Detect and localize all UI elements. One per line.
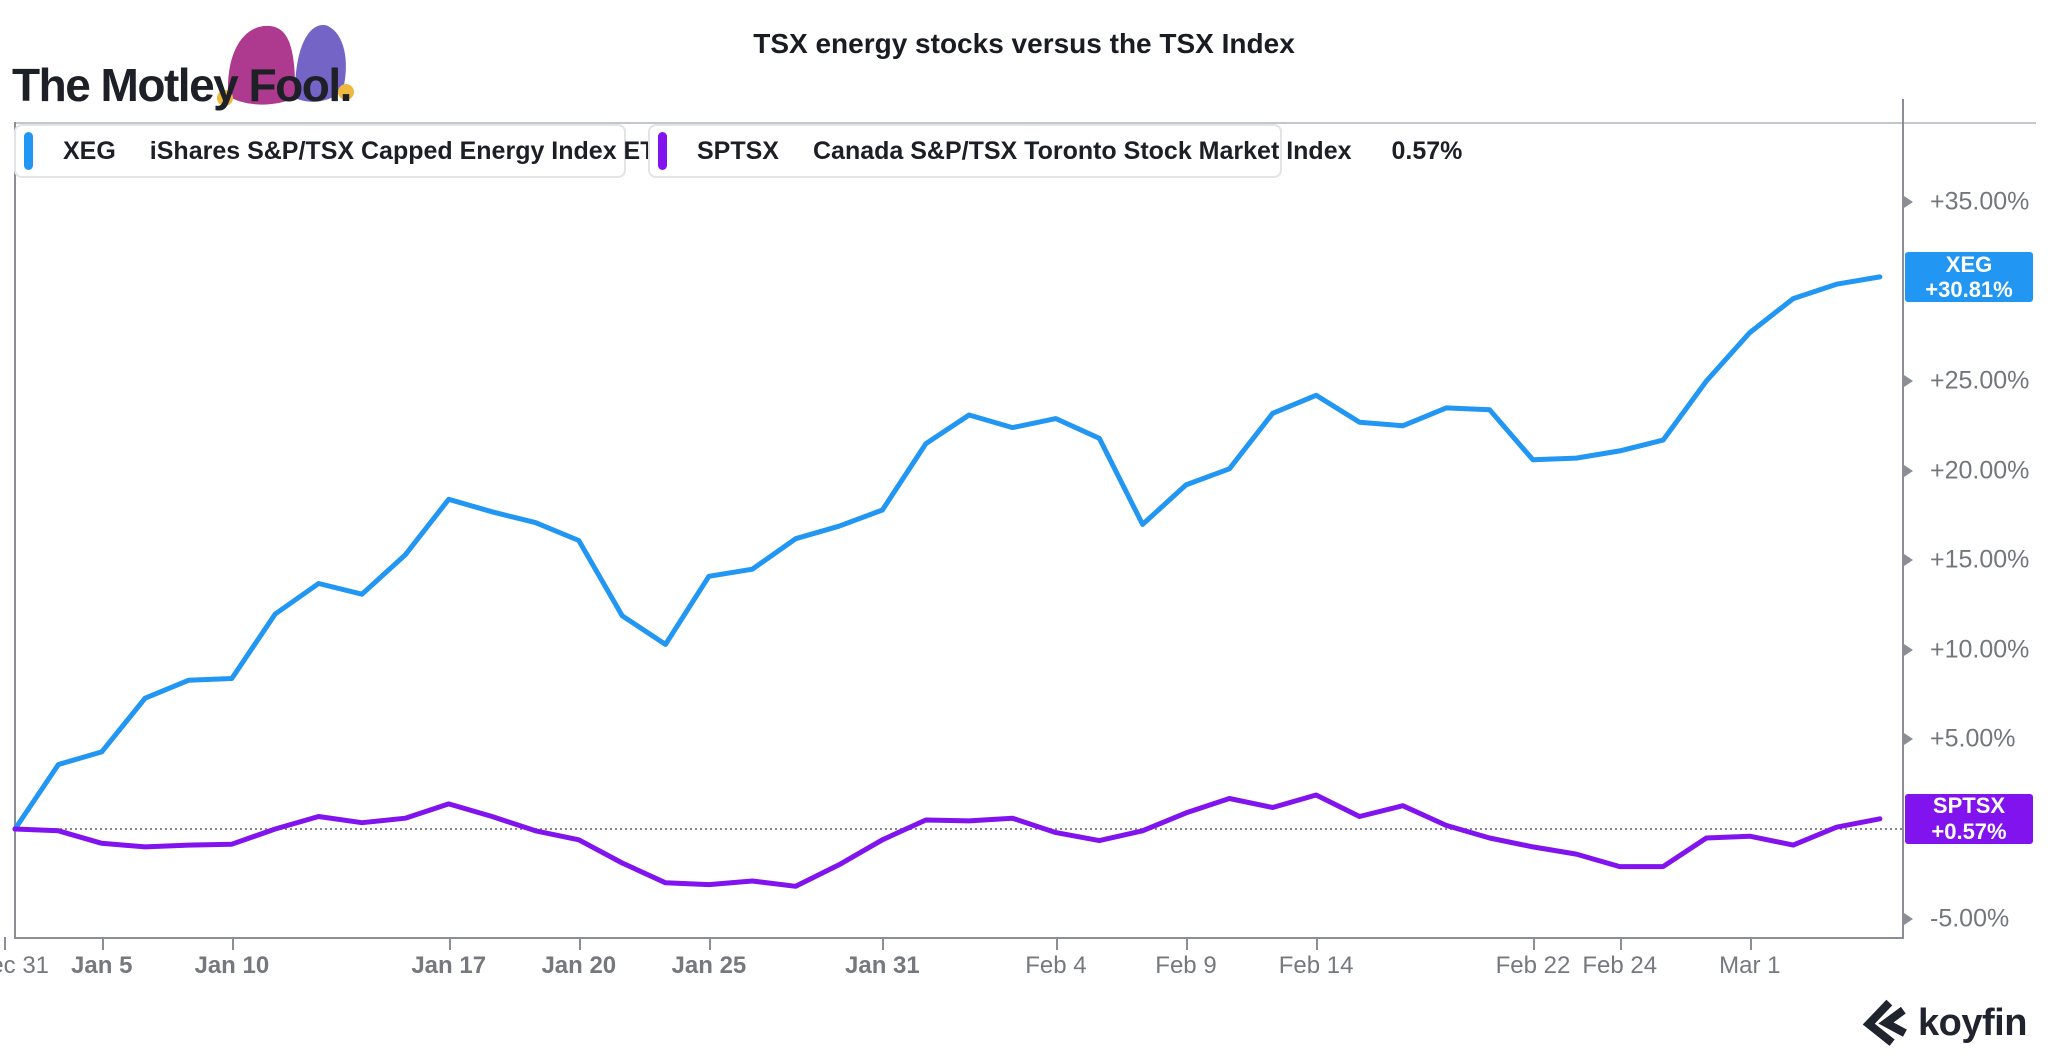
x-axis-tick [448,937,451,950]
xeg-line [12,274,1883,832]
y-axis-tick-arrow [1904,554,1913,567]
sptsx-symbol: SPTSX [697,136,779,165]
x-axis-tick [1619,937,1622,950]
y-axis-tick-arrow [1904,375,1913,387]
y-axis-label: -5.00% [1930,904,2010,933]
y-axis-tick-arrow [1904,733,1913,746]
x-axis-label: Mar 1 [1719,952,1781,979]
x-axis-label: Feb 14 [1278,952,1354,979]
x-axis-tick [101,937,104,950]
y-axis-right-line [1902,99,1904,937]
x-axis-label: Feb 9 [1155,952,1217,979]
y-axis-label: +35.00% [1930,187,2030,216]
x-axis-label: Jan 5 [71,952,133,979]
x-axis-line [14,937,1904,939]
x-axis-label: Jan 20 [541,952,617,979]
x-axis-label: Feb 24 [1582,952,1658,979]
xeg-name: iShares S&P/TSX Capped Energy Index ETF [149,136,671,165]
x-axis-tick [1185,937,1188,950]
x-axis-tick [231,937,234,950]
x-axis-label: Dec 31 [0,952,50,979]
xeg-last-price-badge: XEG +30.81% [1905,252,2033,302]
koyfin-chevron-icon [1862,999,1907,1046]
y-axis-left-line [14,122,16,937]
x-axis-tick [4,937,6,950]
chart-title: TSX energy stocks versus the TSX Index [753,28,1295,59]
x-axis-label: Jan 31 [845,952,920,979]
badge-symbol: XEG [1945,251,1993,277]
legend-item-xeg[interactable]: XEG iShares S&P/TSX Capped Energy Index … [14,124,796,178]
sptsx-color-bar [658,132,667,170]
x-axis-tick [882,937,885,950]
sptsx-change: 0.57% [1391,136,1463,165]
legend-item-sptsx[interactable]: SPTSX Canada S&P/TSX Toronto Stock Marke… [648,124,1462,178]
x-axis-tick [1532,937,1535,950]
y-axis-tick-arrow [1904,912,1913,925]
y-axis-tick-arrow [1904,464,1913,477]
koyfin-wordmark: koyfin [1918,1001,2027,1044]
xeg-symbol: XEG [63,136,116,165]
sptsx-last-price-badge: SPTSX +0.57% [1905,793,2033,844]
x-axis-label: Jan 10 [194,952,270,979]
y-axis-tick-arrow [1904,643,1913,656]
x-axis-label: Jan 25 [671,952,747,979]
x-axis-label: Feb 22 [1495,952,1571,979]
y-axis-label: +5.00% [1930,724,2016,753]
badge-change: +0.57% [1931,818,2007,844]
motley-fool-jester-hat-icon [217,25,354,106]
badge-symbol: SPTSX [1932,793,2006,819]
sptsx-line [12,792,1883,889]
badge-change: +30.81% [1925,276,2013,302]
y-axis-label: +10.00% [1930,635,2030,664]
x-axis-tick [578,937,581,950]
koyfin-watermark: koyfin [1862,998,2027,1048]
motley-fool-logo: The Motley Fool. [12,59,352,111]
sptsx-name: Canada S&P/TSX Toronto Stock Market Inde… [812,136,1352,165]
x-axis-label: Jan 17 [411,952,487,979]
panel-top-border [14,122,2036,124]
y-axis-label: +20.00% [1930,456,2030,485]
y-axis-tick-arrow [1904,195,1913,208]
y-axis-label: +25.00% [1930,366,2030,395]
x-axis-tick [708,937,711,950]
x-axis-tick [1316,937,1319,950]
x-axis-tick [1055,937,1058,950]
xeg-color-bar [24,132,33,170]
x-axis-label: Feb 4 [1025,952,1087,979]
y-axis-label: +15.00% [1930,545,2030,574]
x-axis-tick [1749,937,1752,950]
